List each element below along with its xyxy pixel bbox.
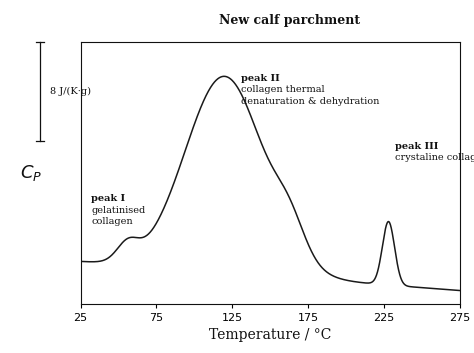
Text: $C_P$: $C_P$ [20,163,42,183]
Text: 8 J/(K·g): 8 J/(K·g) [50,87,91,96]
Text: crystaline collagen: crystaline collagen [394,154,474,162]
Text: peak III: peak III [394,142,438,151]
Text: collagen thermal
denaturation & dehydration: collagen thermal denaturation & dehydrat… [241,85,380,106]
Text: peak I: peak I [91,194,125,203]
Text: New calf parchment: New calf parchment [219,14,360,27]
Text: peak II: peak II [241,74,280,83]
X-axis label: Temperature / °C: Temperature / °C [209,328,331,342]
Text: gelatinised
collagen: gelatinised collagen [91,205,146,226]
